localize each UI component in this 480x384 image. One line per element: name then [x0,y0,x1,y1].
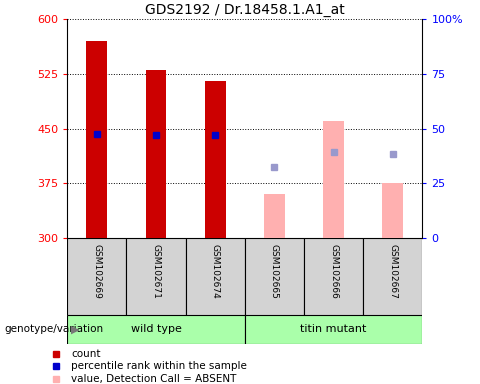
Text: GSM102671: GSM102671 [152,244,160,299]
Title: GDS2192 / Dr.18458.1.A1_at: GDS2192 / Dr.18458.1.A1_at [145,3,345,17]
Bar [245,238,304,315]
Bar [67,315,245,344]
Text: wild type: wild type [131,324,181,334]
Text: genotype/variation: genotype/variation [5,324,104,334]
Bar [264,194,285,238]
Bar [186,238,245,315]
Bar [245,315,422,344]
Bar [304,238,363,315]
Bar [383,184,403,238]
Bar [323,121,344,238]
Text: GSM102667: GSM102667 [388,244,397,299]
Bar [67,238,126,315]
Text: count: count [71,349,101,359]
Text: GSM102674: GSM102674 [211,244,220,299]
Text: value, Detection Call = ABSENT: value, Detection Call = ABSENT [71,374,237,384]
Text: GSM102665: GSM102665 [270,244,279,299]
Bar [126,238,186,315]
Text: titin mutant: titin mutant [300,324,367,334]
Text: GSM102666: GSM102666 [329,244,338,299]
Text: ▶: ▶ [71,324,80,334]
Text: percentile rank within the sample: percentile rank within the sample [71,361,247,371]
Bar [145,70,167,238]
Bar [363,238,422,315]
Text: GSM102669: GSM102669 [92,244,101,299]
Bar [86,41,107,238]
Bar [205,81,226,238]
